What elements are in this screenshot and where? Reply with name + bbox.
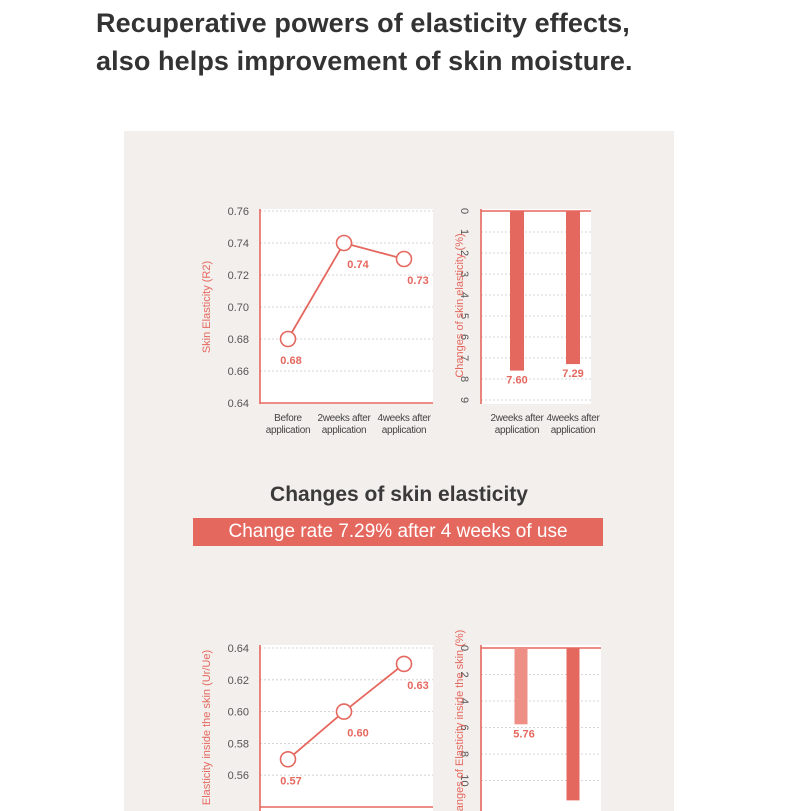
chart-2-bar xyxy=(566,211,580,365)
chart-2-category-label: 4weeks after xyxy=(546,413,600,424)
chart-2-y-tick-label: 3 xyxy=(458,271,470,277)
change-rate-banner: Change rate 7.29% after 4 weeks of use xyxy=(193,518,603,546)
chart-3-data-label: 0.60 xyxy=(347,728,368,740)
chart-1-data-label: 0.74 xyxy=(347,259,369,271)
chart-4-bar xyxy=(514,648,528,725)
chart-4-y-tick-label: 6 xyxy=(458,724,470,730)
chart-2-y-tick-label: 0 xyxy=(458,208,470,214)
chart-4-y-tick-label: 4 xyxy=(458,698,470,704)
chart-1-category-label: application xyxy=(382,425,427,436)
chart-3-y-tick-label: 0.60 xyxy=(228,707,249,719)
chart-1-data-point xyxy=(335,234,353,252)
chart-3-data-point xyxy=(279,750,297,768)
headline: Recuperative powers of elasticity effect… xyxy=(96,4,633,80)
chart-4-y-tick-label: 10 xyxy=(458,774,470,786)
chart-4-plot-area xyxy=(481,645,601,811)
chart-3-y-axis-label: Elasticity inside the skin (Ur/Ue) xyxy=(201,650,213,805)
headline-line-1: Recuperative powers of elasticity effect… xyxy=(96,8,630,38)
chart-2-data-label: 7.29 xyxy=(562,368,583,380)
chart-2-category-label: application xyxy=(495,425,540,436)
chart-2-category-label: 2weeks after xyxy=(490,413,544,424)
chart-2-y-axis-label: Changes of skin elasticity (%) xyxy=(454,233,466,377)
chart-3-data-label: 0.57 xyxy=(280,775,301,787)
chart-2-y-tick-label: 4 xyxy=(458,292,470,298)
chart-1-y-tick-label: 0.66 xyxy=(228,366,249,378)
chart-3-data-point xyxy=(335,703,353,720)
chart-3-data-label: 0.63 xyxy=(407,680,428,692)
chart-2-bar xyxy=(510,211,524,371)
chart-2-y-tick-label: 7 xyxy=(458,355,470,361)
chart-1-y-axis-label: Skin Elasticity (R2) xyxy=(201,261,213,353)
chart-2-y-tick-label: 2 xyxy=(458,250,470,256)
headline-line-2: also helps improvement of skin moisture. xyxy=(96,46,633,76)
chart-2-y-tick-label: 5 xyxy=(458,313,470,319)
chart-2-data-label: 7.60 xyxy=(506,375,527,387)
chart-1-data-point xyxy=(279,330,297,348)
chart-4-y-tick-label: 0 xyxy=(458,645,470,651)
chart-3-data-point xyxy=(395,655,413,673)
chart-4-y-axis-label: Changes of Elasticity inside the skin (%… xyxy=(454,630,466,811)
chart-2-category-label: application xyxy=(551,425,596,436)
chart-1-category-label: Before xyxy=(274,413,302,424)
chart-1-data-label: 0.68 xyxy=(280,355,301,367)
chart-1-y-tick-label: 0.76 xyxy=(228,206,249,218)
chart-1-data-label: 0.73 xyxy=(407,275,428,287)
chart-1-y-tick-label: 0.64 xyxy=(228,398,249,410)
chart-2-y-tick-label: 6 xyxy=(458,334,470,340)
chart-4-bar xyxy=(566,648,580,801)
chart-1-y-tick-label: 0.72 xyxy=(228,270,249,282)
chart-4-y-tick-label: 8 xyxy=(458,751,470,757)
chart-1-data-point xyxy=(395,250,413,268)
content-panel: 0.76 0.74 0.72 0.70 0.68 0.66 0.64 Skin Elastic… xyxy=(124,131,674,811)
chart-2-y-tick-label: 9 xyxy=(458,397,470,403)
section-title: Changes of skin elasticity xyxy=(270,483,528,506)
chart-4-y-tick-label: 2 xyxy=(458,671,470,677)
chart-1-category-label: application xyxy=(322,425,367,436)
chart-1-category-label: 2weeks after xyxy=(317,413,371,424)
chart-1-y-tick-label: 0.74 xyxy=(228,238,249,250)
chart-4-data-label: 5.76 xyxy=(513,728,534,740)
chart-1-category-label: 4weeks after xyxy=(377,413,431,424)
chart-3-y-tick-label: 0.64 xyxy=(228,643,249,655)
chart-3-y-tick-label: 0.56 xyxy=(228,770,249,782)
charts-svg: 0.76 0.74 0.72 0.70 0.68 0.66 0.64 Skin Elastic… xyxy=(201,206,601,811)
chart-1-category-label: application xyxy=(266,425,311,436)
chart-1-y-tick-label: 0.70 xyxy=(228,302,249,314)
chart-3-y-tick-label: 0.58 xyxy=(228,738,249,750)
chart-2-y-tick-label: 1 xyxy=(458,229,470,235)
chart-3-y-tick-label: 0.62 xyxy=(228,675,249,687)
chart-3-plot-area xyxy=(260,645,433,811)
chart-2-y-tick-label: 8 xyxy=(458,376,470,382)
chart-1-y-tick-label: 0.68 xyxy=(228,334,249,346)
